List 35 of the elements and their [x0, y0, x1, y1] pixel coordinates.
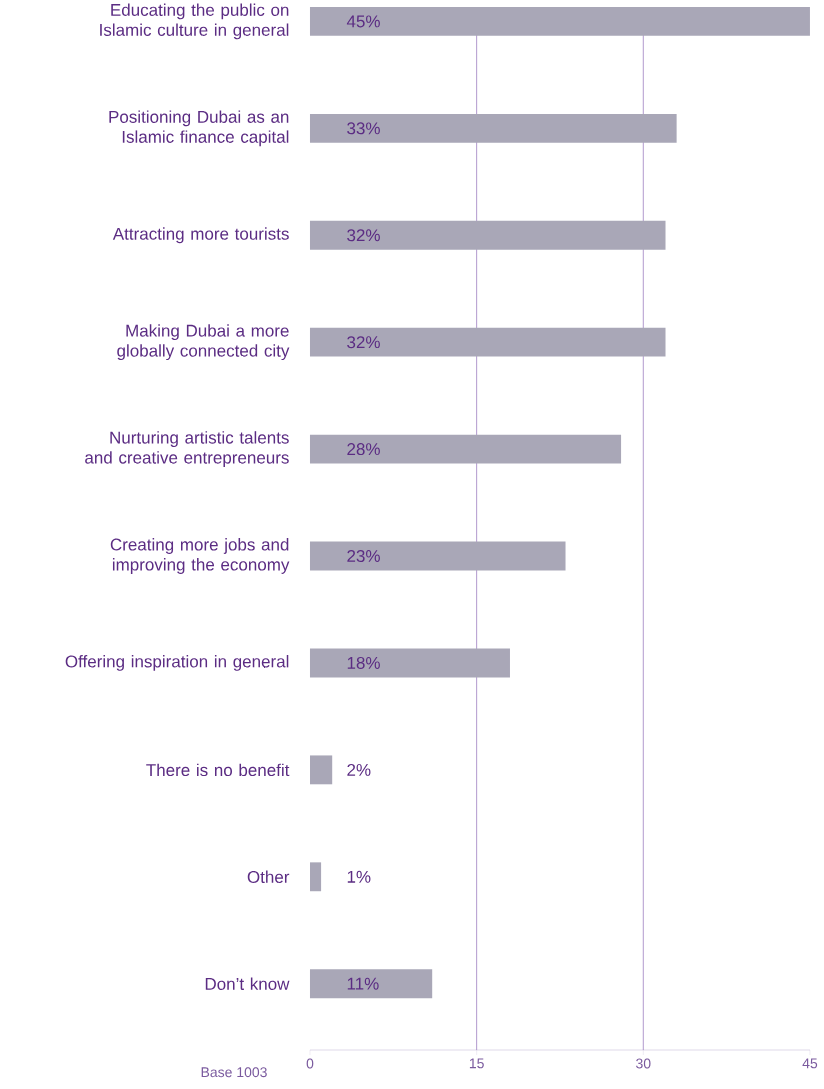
y-tick-label: Creating more jobs and improving the economy	[110, 538, 290, 574]
data-label: 45%	[346, 15, 380, 28]
bar	[310, 220, 666, 250]
data-label: 28%	[347, 443, 380, 456]
x-tick-label: 15	[469, 1058, 484, 1069]
data-label: 11%	[347, 977, 379, 990]
bar	[310, 541, 566, 571]
y-tick-label: Other	[247, 870, 290, 884]
bar	[310, 862, 322, 892]
y-tick-label: Positioning Dubai as an Islamic finance capital	[109, 110, 289, 147]
text: Base 1003	[201, 1067, 267, 1078]
data-label: 23%	[347, 550, 380, 563]
x-tick-label: 30	[636, 1058, 651, 1069]
y-tick-label: Educating the public on Islamic culture in general	[100, 3, 289, 40]
x-tick-label: 0	[306, 1058, 314, 1069]
data-label: 18%	[347, 656, 380, 669]
bar	[310, 648, 510, 678]
y-tick-label: Don’t know	[205, 977, 290, 990]
y-tick-label: Offering inspiration in general	[65, 655, 289, 671]
bar	[310, 6, 810, 36]
bar	[310, 113, 677, 143]
y-tick-label: Attracting more tourists	[112, 227, 289, 244]
y-tick-label: There is no benefit	[146, 763, 290, 777]
bar	[310, 755, 333, 785]
data-label: 1%	[347, 870, 371, 883]
bar	[310, 434, 622, 464]
data-label: 33%	[347, 122, 380, 135]
data-label: 32%	[347, 336, 380, 349]
x-tick-label: 45	[802, 1058, 818, 1069]
data-label: 2%	[347, 763, 371, 776]
y-tick-label: Making Dubai a more globally connected city	[117, 324, 290, 361]
data-label: 32%	[347, 229, 380, 242]
y-tick-label: Nurturing artistic talents and creative entrepreneurs	[85, 431, 289, 468]
bar	[310, 327, 666, 357]
bar	[310, 969, 433, 999]
